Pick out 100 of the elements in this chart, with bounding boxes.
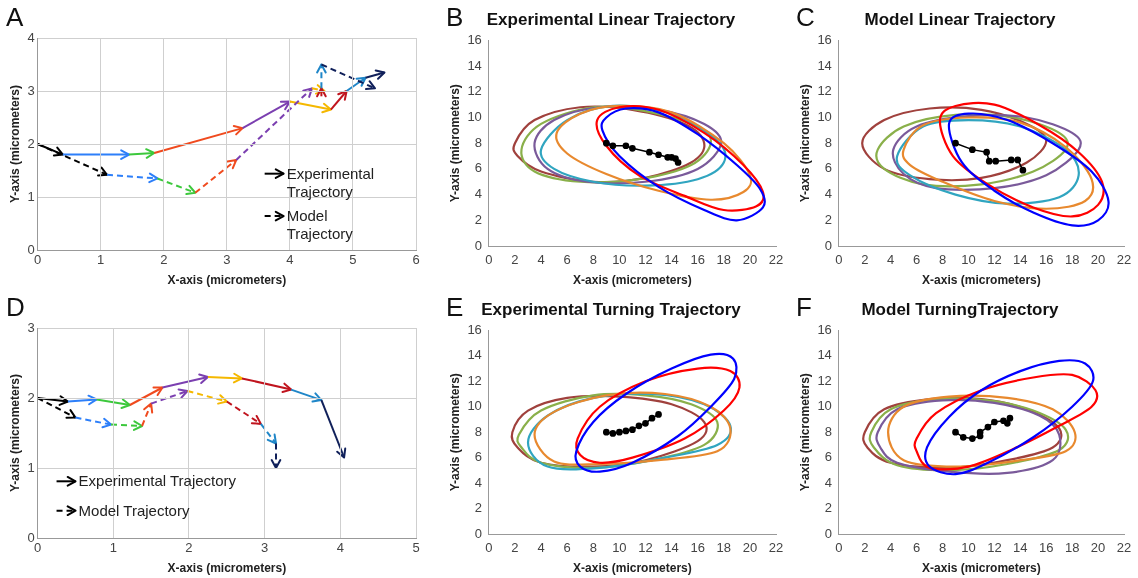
- x-tick-label: 14: [664, 252, 679, 268]
- x-axis-title: X-axis (micrometers): [167, 561, 287, 576]
- x-tick-label: 20: [1090, 252, 1106, 268]
- text: C: [796, 2, 815, 33]
- x-tick-label: 4: [336, 540, 344, 556]
- x-tick-label: 16: [690, 252, 705, 268]
- chart-title: Model TurningTrajectory: [861, 299, 1060, 319]
- x-tick-label: 1: [97, 252, 105, 268]
- x-tick-label: 1: [109, 540, 117, 556]
- y-tick-label: 14: [817, 347, 832, 363]
- x-tick-label: 22: [1116, 252, 1132, 268]
- y-tick-label: 14: [467, 347, 482, 363]
- x-tick-label: 6: [412, 252, 420, 268]
- x-tick-label: 4: [887, 252, 895, 268]
- y-tick-label: 4: [474, 474, 482, 490]
- y-axis-title: Y-axis (micrometers): [7, 84, 22, 204]
- y-tick-label: 1: [27, 188, 35, 204]
- chart-title: Model Linear Trajectory: [864, 9, 1056, 29]
- y-tick-label: 14: [817, 57, 832, 73]
- y-tick-label: 6: [824, 449, 832, 465]
- x-tick-label: 5: [349, 252, 357, 268]
- x-tick-label: 2: [511, 252, 519, 268]
- y-tick-label: 8: [474, 134, 482, 150]
- y-tick-label: 2: [474, 500, 482, 516]
- x-tick-label: 5: [412, 540, 420, 556]
- x-tick-label: 10: [961, 540, 976, 556]
- x-tick-label: 3: [261, 540, 269, 556]
- y-tick-label: 12: [467, 372, 482, 388]
- y-axis-title: Y-axis (micrometers): [447, 373, 462, 492]
- x-tick-label: 4: [537, 540, 545, 556]
- y-tick-label: 10: [467, 109, 482, 125]
- x-tick-label: 12: [638, 252, 653, 268]
- annotation: Experimental Trajectory: [78, 472, 237, 491]
- y-tick-label: 16: [817, 321, 832, 337]
- x-tick-label: 14: [1013, 540, 1028, 556]
- x-tick-label: 10: [961, 252, 976, 268]
- x-tick-label: 10: [612, 252, 627, 268]
- text: F: [796, 292, 812, 323]
- x-tick-label: 4: [887, 540, 895, 556]
- x-tick-label: 20: [742, 540, 758, 556]
- annotation: Model Trajectory: [286, 207, 354, 244]
- text: D: [6, 292, 25, 323]
- y-tick-label: 16: [817, 31, 832, 47]
- y-tick-label: 0: [474, 525, 482, 541]
- y-tick-label: 2: [27, 389, 35, 405]
- x-tick-label: 8: [589, 540, 597, 556]
- y-tick-label: 4: [824, 474, 832, 490]
- y-tick-label: 8: [824, 134, 832, 150]
- text: E: [446, 292, 464, 323]
- x-tick-label: 22: [768, 540, 784, 556]
- y-axis-title: Y-axis (micrometers): [797, 84, 812, 203]
- x-tick-label: 20: [1090, 540, 1106, 556]
- x-tick-label: 6: [563, 540, 571, 556]
- y-tick-label: 6: [474, 160, 482, 176]
- x-tick-label: 6: [913, 540, 921, 556]
- y-axis-title: Y-axis (micrometers): [797, 373, 812, 492]
- x-tick-label: 2: [185, 540, 193, 556]
- x-tick-label: 14: [1013, 252, 1028, 268]
- x-tick-label: 0: [485, 252, 493, 268]
- x-tick-label: 8: [589, 252, 597, 268]
- y-tick-label: 10: [467, 398, 482, 414]
- x-tick-label: 18: [716, 540, 732, 556]
- x-tick-label: 8: [938, 252, 947, 268]
- y-tick-label: 2: [824, 500, 832, 516]
- y-tick-label: 4: [474, 186, 482, 202]
- y-axis-title: Y-axis (micrometers): [447, 84, 462, 203]
- x-tick-label: 3: [223, 252, 231, 268]
- y-tick-label: 6: [824, 160, 832, 176]
- x-axis-title: X-axis (micrometers): [573, 561, 692, 576]
- y-tick-label: 3: [27, 319, 35, 335]
- x-tick-label: 12: [987, 540, 1002, 556]
- y-tick-label: 1: [27, 459, 35, 475]
- y-tick-label: 0: [824, 237, 832, 253]
- y-tick-label: 2: [824, 211, 832, 227]
- chart-title: Experimental Linear Trajectory: [486, 9, 736, 29]
- chart-title: Experimental Turning Trajectory: [481, 299, 742, 319]
- y-tick-label: 0: [824, 525, 832, 541]
- y-axis-title: Y-axis (micrometers): [7, 373, 22, 493]
- y-tick-label: 14: [467, 57, 482, 73]
- x-tick-label: 2: [861, 252, 869, 268]
- x-tick-label: 8: [938, 540, 947, 556]
- y-tick-label: 3: [27, 82, 35, 98]
- y-tick-label: 10: [817, 398, 832, 414]
- y-tick-label: 10: [817, 109, 832, 125]
- y-tick-label: 4: [824, 186, 832, 202]
- x-tick-label: 2: [160, 252, 168, 268]
- x-tick-label: 12: [638, 540, 653, 556]
- x-axis-title: X-axis (micrometers): [922, 273, 1041, 288]
- y-tick-label: 2: [27, 135, 35, 151]
- x-tick-label: 22: [1116, 540, 1132, 556]
- y-tick-label: 4: [27, 29, 35, 45]
- x-axis-title: X-axis (micrometers): [573, 273, 692, 288]
- y-tick-label: 16: [467, 321, 482, 337]
- x-tick-label: 18: [1064, 252, 1080, 268]
- x-tick-label: 20: [742, 252, 758, 268]
- x-tick-label: 14: [664, 540, 679, 556]
- text: A: [6, 2, 24, 33]
- x-tick-label: 18: [716, 252, 732, 268]
- y-tick-label: 2: [474, 211, 482, 227]
- x-tick-label: 0: [835, 540, 843, 556]
